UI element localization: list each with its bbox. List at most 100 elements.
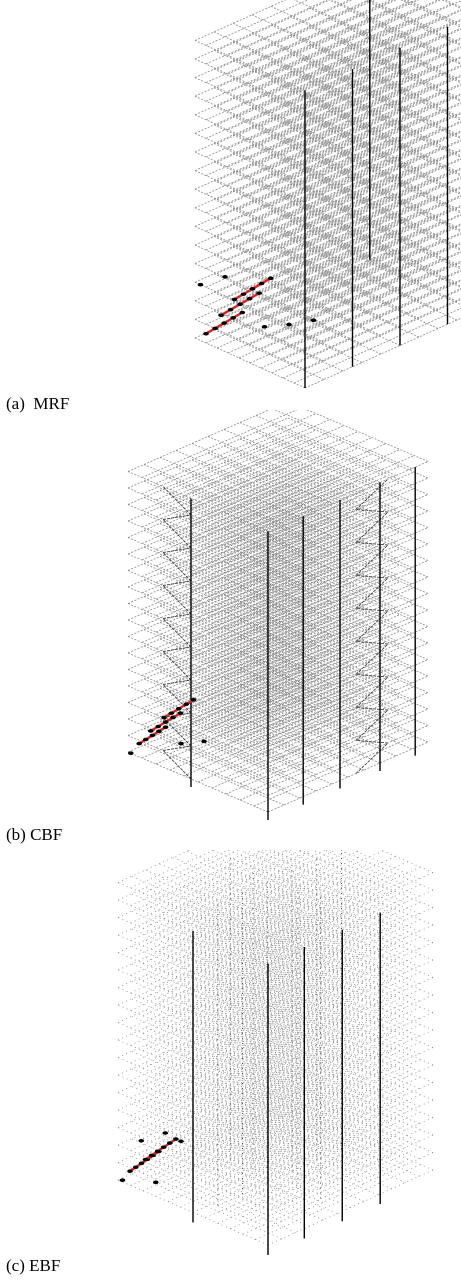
grid-line — [282, 37, 461, 118]
grid-line — [239, 614, 401, 685]
grid-line — [251, 107, 363, 159]
grid-line — [225, 674, 387, 745]
grid-line — [269, 1058, 420, 1125]
brace — [162, 679, 192, 685]
grid-line — [205, 950, 371, 1026]
grid-line — [194, 215, 386, 302]
grid-line — [227, 989, 379, 1056]
grid-line — [197, 695, 359, 766]
grid-line — [239, 630, 401, 702]
grid-line — [214, 855, 365, 922]
grid-line — [167, 916, 334, 993]
grid-line — [242, 948, 409, 1025]
grid-line — [169, 501, 331, 573]
grid-line — [308, 212, 420, 263]
grid-line — [197, 563, 359, 634]
plastic-hinge — [212, 326, 218, 331]
grid-line — [141, 456, 303, 528]
grid-line — [232, 264, 344, 316]
grid-line — [205, 967, 371, 1044]
grid-line — [232, 134, 344, 186]
grid-line — [239, 680, 401, 751]
grid-line — [227, 211, 419, 298]
grid-line — [211, 717, 373, 789]
plastic-hinge — [167, 1141, 173, 1145]
grid-line — [194, 122, 386, 209]
grid-line — [216, 188, 408, 274]
grid-line — [271, 269, 461, 355]
plastic-hinge — [173, 1137, 179, 1141]
grid-line — [213, 236, 325, 287]
grid-line — [216, 76, 408, 163]
grid-line — [238, 161, 430, 247]
plastic-hinge — [168, 711, 175, 715]
grid-line — [260, 245, 452, 332]
grid-line — [242, 1018, 409, 1095]
grid-line — [282, 56, 461, 137]
grid-line — [267, 609, 429, 681]
grid-line — [227, 249, 419, 335]
grid-line — [267, 576, 429, 648]
grid-line — [227, 81, 419, 168]
grid-line — [270, 229, 382, 280]
grid-line — [239, 713, 401, 784]
grid-line — [172, 962, 324, 1028]
grid-line — [175, 450, 317, 511]
grid-line — [197, 464, 359, 535]
grid-line — [142, 1027, 309, 1104]
grid-line — [253, 620, 415, 691]
brace — [355, 742, 389, 774]
grid-line — [214, 1065, 365, 1132]
grid-line — [169, 485, 331, 556]
grid-line — [155, 910, 321, 987]
grid-line — [289, 202, 401, 253]
grid-line — [267, 675, 429, 747]
grid-line — [230, 1013, 396, 1090]
grid-line — [155, 627, 317, 699]
grid-line — [186, 990, 337, 1057]
grid-line — [346, 27, 458, 79]
grid-line — [143, 530, 285, 591]
plastic-hinge — [128, 751, 134, 755]
grid-line — [194, 103, 386, 190]
grid-line — [180, 1044, 346, 1120]
grid-line — [205, 932, 371, 1009]
grid-line — [225, 459, 387, 531]
grid-line — [251, 144, 363, 196]
grid-line — [211, 850, 351, 911]
grid-line — [186, 1008, 337, 1075]
grid-line — [225, 641, 387, 712]
grid-line — [260, 22, 452, 108]
grid-line — [293, 47, 461, 123]
grid-line — [197, 431, 359, 502]
grid-line — [192, 874, 359, 951]
grid-line — [260, 115, 452, 201]
grid-line — [217, 1147, 384, 1224]
brace — [355, 641, 389, 645]
grid-line — [172, 979, 324, 1046]
grid-line — [172, 927, 324, 993]
grid-line — [142, 870, 309, 947]
grid-line — [293, 214, 461, 291]
grid-line — [213, 180, 325, 232]
grid-line — [183, 507, 345, 579]
grid-line — [155, 644, 317, 715]
grid-line — [346, 232, 458, 284]
grid-line — [293, 177, 461, 254]
grid-line — [205, 1055, 371, 1131]
grid-line — [143, 728, 285, 789]
grid-line — [216, 169, 408, 256]
grid-line — [155, 850, 303, 917]
grid-line — [213, 161, 325, 213]
grid-line — [270, 117, 382, 169]
grid-line — [145, 1044, 296, 1111]
grid-line — [267, 1029, 434, 1106]
grid-line — [155, 446, 317, 517]
grid-line — [142, 1097, 309, 1174]
grid-line — [141, 555, 303, 627]
grid-line — [143, 629, 285, 690]
grid-line — [239, 515, 401, 586]
grid-line — [227, 1042, 379, 1108]
grid-line — [169, 683, 331, 754]
grid-line — [242, 1053, 409, 1130]
